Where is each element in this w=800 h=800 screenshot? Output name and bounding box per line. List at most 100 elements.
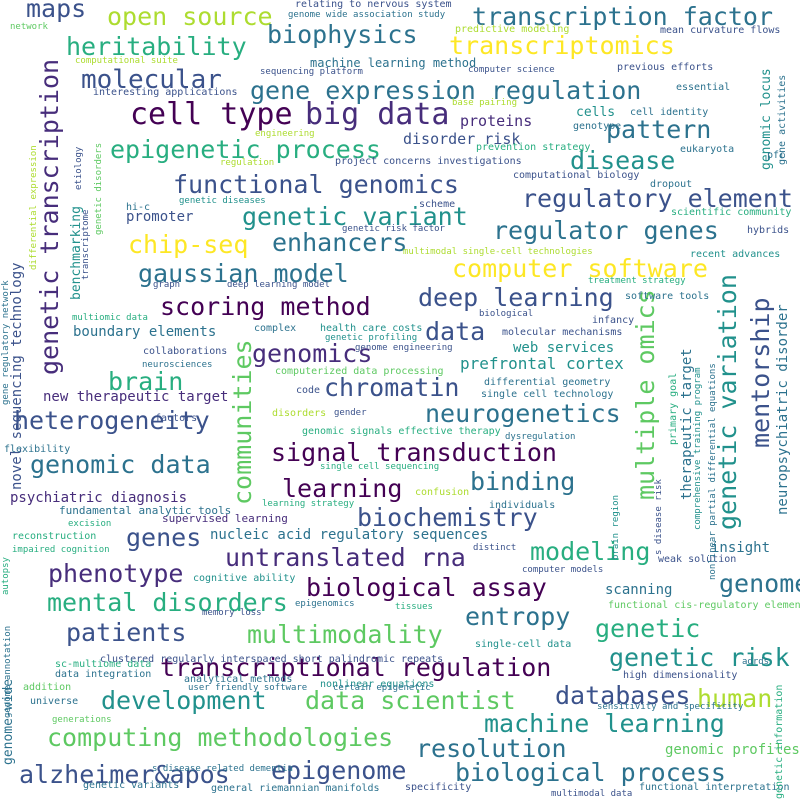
word: binding bbox=[470, 467, 576, 496]
word: resolution bbox=[416, 734, 567, 763]
word: prevention strategy bbox=[476, 142, 591, 153]
word: learning bbox=[282, 474, 403, 503]
word: collaborations bbox=[143, 346, 228, 357]
word: mean curvature flows bbox=[660, 25, 781, 36]
word: data bbox=[425, 317, 486, 346]
word: mentorship bbox=[746, 297, 775, 448]
word: universe bbox=[30, 696, 79, 707]
word: phenotype bbox=[48, 559, 184, 588]
word: sc-multiome data bbox=[55, 659, 152, 670]
word: supervised learning bbox=[162, 512, 288, 525]
word: learning strategy bbox=[262, 499, 355, 509]
word: comprehensive training program bbox=[693, 367, 703, 530]
word: deep learning bbox=[418, 283, 614, 312]
word: functional cis-regulatory elements bbox=[608, 600, 800, 611]
word: nucleic acid regulatory sequences bbox=[210, 527, 489, 543]
word: sequencing platform bbox=[260, 67, 363, 77]
word: promoter bbox=[126, 209, 194, 225]
word: treatment strategy bbox=[588, 276, 686, 286]
word: alzheimer&apos bbox=[19, 760, 230, 789]
word: epigenetic process bbox=[110, 135, 381, 164]
word: hi-c bbox=[126, 202, 151, 213]
word: s disease risk bbox=[654, 479, 664, 555]
word: high dimensionality bbox=[623, 670, 738, 681]
word: scientific community bbox=[671, 207, 792, 218]
word: chromatin bbox=[324, 373, 460, 402]
word: therapeutic target bbox=[679, 348, 695, 500]
word: differential expression bbox=[29, 145, 39, 270]
word: heritability bbox=[66, 32, 247, 61]
word: network bbox=[10, 22, 48, 32]
word: biological process bbox=[455, 758, 726, 787]
word: memory loss bbox=[202, 608, 262, 618]
word: weak solution bbox=[658, 554, 737, 565]
word: gene activities bbox=[777, 74, 788, 165]
word: genetic disorders bbox=[94, 142, 104, 235]
word: nonlinear equations bbox=[320, 679, 435, 690]
word: entropy bbox=[465, 602, 571, 631]
word: genetic transcription bbox=[35, 58, 64, 375]
word: new therapeutic target bbox=[43, 389, 229, 405]
word: transcription factor bbox=[472, 2, 774, 31]
word: patients bbox=[66, 618, 187, 647]
word: genotype bbox=[573, 121, 622, 132]
word: certain epigenetic bbox=[333, 683, 431, 693]
word: boundary elements bbox=[73, 324, 217, 340]
word: transcriptional regulation bbox=[160, 653, 552, 682]
word: genetic variant bbox=[242, 202, 468, 231]
word: gene expression regulation bbox=[250, 76, 642, 105]
word: disorders bbox=[272, 408, 327, 419]
word: communities bbox=[228, 339, 257, 505]
word: impaired cognition bbox=[12, 545, 110, 555]
word: base pairing bbox=[452, 98, 518, 108]
word: computational suite bbox=[75, 56, 178, 66]
word: generations bbox=[52, 715, 112, 725]
word: genetic variation bbox=[713, 274, 742, 530]
word: genes bbox=[126, 523, 202, 552]
word: deep learning model bbox=[227, 280, 330, 290]
word: human bbox=[697, 684, 773, 713]
word: eukaryota bbox=[680, 144, 735, 155]
word: multiomic data bbox=[72, 313, 148, 323]
word: chip-seq bbox=[128, 230, 249, 259]
word: untranslated rna bbox=[225, 543, 466, 572]
word: pattern bbox=[606, 115, 712, 144]
word: interesting applications bbox=[93, 87, 238, 98]
word: single cell technology bbox=[481, 389, 614, 400]
word: signal transduction bbox=[271, 438, 557, 467]
word: genome engineering bbox=[355, 343, 453, 353]
word: dysregulation bbox=[505, 432, 576, 442]
word: genetic variants bbox=[83, 780, 180, 791]
word: infancy bbox=[592, 315, 635, 326]
word: computer science bbox=[468, 65, 555, 75]
word: genome bbox=[719, 569, 800, 598]
word: genomics bbox=[252, 339, 373, 368]
word: engineering bbox=[255, 129, 315, 139]
word: brain bbox=[108, 367, 184, 396]
word: fundamental analytic tools bbox=[59, 504, 232, 517]
word: machine learning method bbox=[310, 56, 477, 70]
word: complex bbox=[254, 323, 297, 334]
word: gaussian model bbox=[138, 259, 349, 288]
word: reconstruction bbox=[12, 531, 97, 542]
word: addition bbox=[23, 682, 72, 693]
word: biochemistry bbox=[357, 503, 538, 532]
word: differential geometry bbox=[484, 377, 611, 388]
word: transcriptome bbox=[81, 209, 91, 280]
word: biological bbox=[479, 309, 534, 319]
word: pfc bbox=[767, 150, 786, 161]
word: cells bbox=[576, 105, 616, 120]
word: tissues bbox=[395, 602, 433, 612]
word: multimodality bbox=[247, 620, 443, 649]
word: molecular bbox=[81, 65, 222, 95]
word: multiple omics bbox=[631, 289, 660, 500]
word: individuals bbox=[489, 500, 556, 511]
word: genetic bbox=[595, 614, 701, 643]
word: neurosciences bbox=[142, 360, 213, 370]
word: genetic diseases bbox=[179, 196, 266, 206]
word: excision bbox=[68, 519, 112, 529]
word: health care costs bbox=[320, 323, 423, 334]
word: essential bbox=[676, 82, 731, 93]
word: genomic data bbox=[30, 450, 211, 479]
word: hybrids bbox=[747, 225, 790, 236]
